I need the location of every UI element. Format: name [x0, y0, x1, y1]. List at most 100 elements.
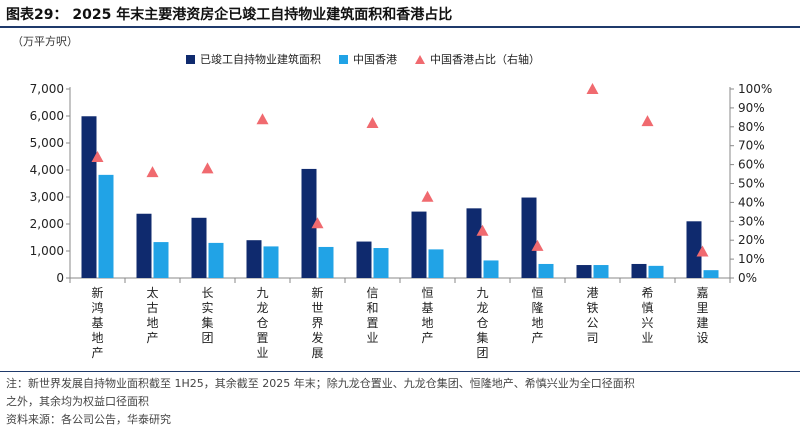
- chart-note-line-2: 之外，其余均为权益口径面积: [6, 395, 149, 408]
- x-tick-label: 地: [531, 316, 543, 330]
- x-tick-label: 公: [586, 316, 598, 330]
- x-tick-label: 太: [146, 285, 158, 300]
- y-tick-label-right: 20%: [738, 233, 765, 247]
- y-tick-label-right: 10%: [738, 252, 765, 266]
- y-tick-label-right: 90%: [738, 101, 765, 115]
- x-tick-label: 龙: [476, 301, 488, 315]
- legend-label-total: 已竣工自持物业建筑面积: [200, 53, 321, 66]
- chart-title: 图表29： 2025 年末主要港资房企已竣工自持物业建筑面积和香港占比: [6, 7, 453, 23]
- footer-divider: [0, 371, 800, 372]
- x-tick-label: 界: [311, 316, 323, 330]
- y-tick-label-right: 30%: [738, 214, 765, 228]
- legend: 已竣工自持物业建筑面积 中国香港 中国香港占比（右轴）: [186, 51, 558, 67]
- share-marker: [421, 190, 434, 202]
- share-marker: [256, 113, 269, 125]
- x-tick-label: 信: [366, 286, 378, 300]
- share-marker: [91, 151, 104, 163]
- share-marker: [531, 239, 544, 251]
- x-tick-label: 产: [91, 346, 103, 360]
- legend-swatch-total: [186, 54, 195, 64]
- title-divider: [0, 26, 800, 28]
- x-tick-label: 建: [696, 316, 708, 330]
- x-tick-label: 展: [311, 346, 323, 360]
- bar-total: [356, 241, 372, 278]
- y-tick-label-right: 50%: [738, 177, 765, 191]
- x-tick-label: 置: [256, 331, 268, 345]
- bar-total: [81, 116, 97, 279]
- x-tick-label: 九: [476, 286, 488, 300]
- bar-hk: [98, 174, 114, 278]
- share-marker: [641, 115, 654, 127]
- x-tick-label: 团: [201, 331, 213, 345]
- unit-label: （万平方呎）: [12, 35, 78, 48]
- share-marker: [146, 166, 159, 178]
- x-tick-label: 基: [421, 301, 433, 315]
- share-marker: [586, 83, 599, 94]
- bar-total: [631, 263, 647, 278]
- bar-hk: [263, 246, 279, 278]
- x-tick-label: 新: [311, 285, 323, 300]
- chart-source: 资料来源：各公司公告，华泰研究: [6, 413, 171, 426]
- bar-total: [576, 265, 592, 278]
- x-tick-label: 和: [366, 301, 378, 315]
- x-tick-label: 里: [696, 301, 708, 315]
- bar-hk: [703, 270, 719, 278]
- share-marker: [366, 117, 379, 129]
- x-tick-label: 新: [91, 285, 103, 300]
- y-tick-label-right: 80%: [738, 120, 765, 134]
- y-tick-label-right: 0%: [738, 271, 757, 285]
- bar-total: [411, 211, 427, 278]
- bar-hk: [208, 242, 224, 278]
- x-tick-label: 置: [366, 316, 378, 330]
- x-tick-label: 地: [91, 331, 103, 345]
- bar-hk: [373, 248, 389, 278]
- share-marker: [201, 162, 214, 174]
- chart-plot: 0 1,000 2,000 3,000 4,000 5,000 6,000 7,000 0% 10…: [30, 82, 773, 360]
- y-tick-label-left: 4,000: [30, 163, 64, 177]
- x-tick-label: 鸿: [91, 301, 103, 315]
- bar-total: [466, 208, 482, 278]
- y-tick-label-right: 60%: [738, 158, 765, 172]
- y-tick-label-left: 3,000: [30, 190, 64, 204]
- y-tick-label-right: 40%: [738, 195, 765, 209]
- bar-total: [136, 213, 152, 278]
- x-tick-label: 古: [146, 300, 158, 315]
- x-tick-label: 九: [256, 286, 268, 300]
- x-tick-label: 集: [201, 315, 213, 330]
- x-tick-label: 嘉: [696, 286, 708, 300]
- y-tick-label-left: 2,000: [30, 217, 64, 231]
- x-tick-label: 产: [531, 331, 543, 345]
- legend-item-hk: 中国香港: [339, 51, 397, 67]
- legend-swatch-share: [415, 54, 425, 64]
- x-tick-label: 地: [146, 316, 158, 330]
- bar-hk: [428, 249, 444, 278]
- x-tick-label: 希: [641, 285, 653, 300]
- share-marker: [476, 224, 489, 236]
- y-tick-label-right: 100%: [738, 82, 772, 96]
- y-tick-label-left: 7,000: [30, 82, 64, 96]
- x-tick-label: 仓: [476, 316, 488, 330]
- y-tick-label-right: 70%: [738, 139, 765, 153]
- x-tick-label: 仓: [256, 316, 268, 330]
- x-tick-label: 实: [201, 300, 213, 315]
- x-tick-label: 铁: [586, 301, 598, 315]
- bar-total: [686, 221, 702, 278]
- x-tick-label: 集: [476, 330, 488, 345]
- legend-label-hk: 中国香港: [353, 53, 397, 66]
- bar-hk: [593, 265, 609, 278]
- y-tick-label-left: 0: [56, 271, 64, 285]
- legend-label-share: 中国香港占比（右轴）: [430, 53, 540, 66]
- x-tick-label: 地: [421, 316, 433, 330]
- x-tick-label: 兴: [641, 316, 653, 330]
- bar-hk: [153, 242, 169, 278]
- x-tick-label: 隆: [531, 300, 543, 315]
- bar-total: [521, 197, 537, 278]
- bar-total: [301, 168, 317, 278]
- bar-hk: [483, 260, 499, 278]
- x-tick-label: 港: [586, 286, 598, 300]
- legend-swatch-hk: [339, 54, 348, 64]
- x-tick-label: 恒: [421, 286, 433, 300]
- y-tick-label-left: 1,000: [30, 244, 64, 258]
- share-marker: [311, 217, 324, 229]
- x-tick-label: 团: [476, 346, 488, 360]
